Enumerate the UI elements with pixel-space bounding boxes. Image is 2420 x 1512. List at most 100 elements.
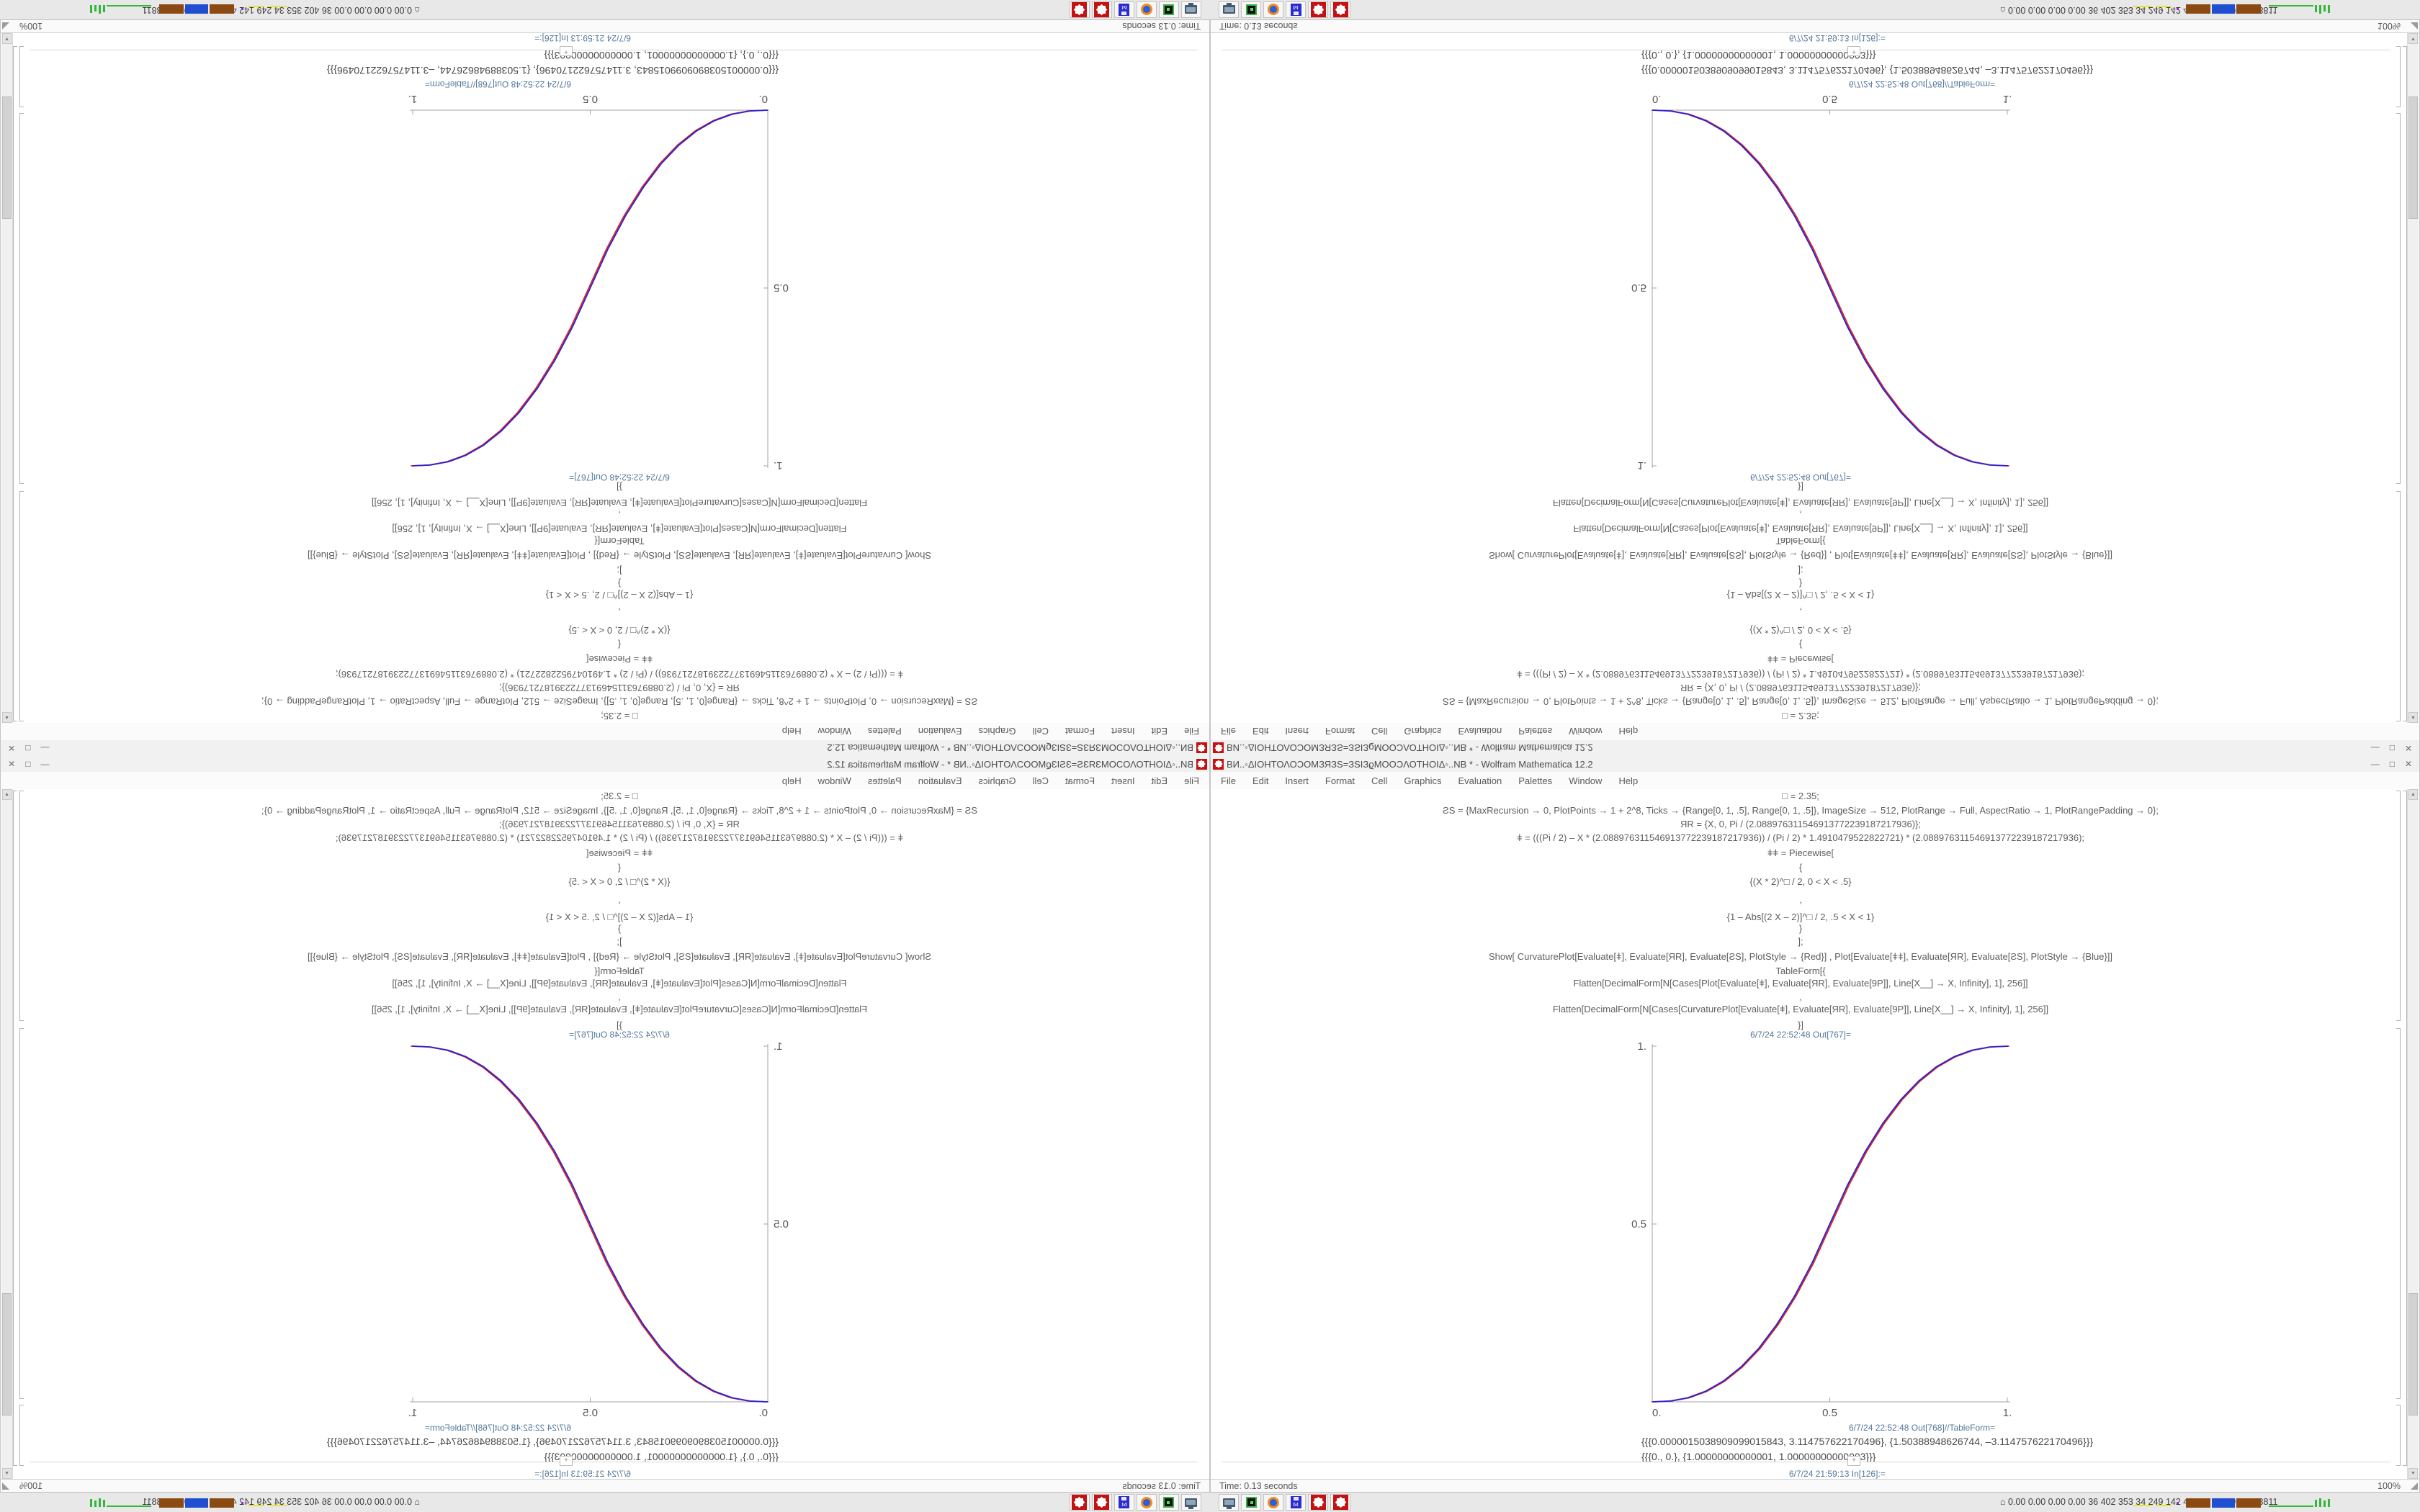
code-line[interactable]: ]; [617, 565, 622, 576]
menu-format[interactable]: Format [1325, 775, 1355, 786]
menu-evaluation[interactable]: Evaluation [1458, 726, 1502, 737]
cell-bracket-group[interactable] [13, 46, 17, 721]
menu-evaluation[interactable]: Evaluation [1458, 775, 1502, 786]
code-line[interactable]: {1 – Abs[(2 X – 2)]^□ / 2, .5 < X < 1} [545, 590, 694, 600]
code-line[interactable]: □ = 2.35; [1782, 791, 1819, 801]
code-line[interactable]: Flatten[DecimalForm[N[Cases[Plot[Evaluat… [392, 523, 847, 534]
code-line[interactable]: } [617, 578, 622, 589]
code-line[interactable]: □ = 2.35; [1782, 711, 1819, 721]
code-line[interactable]: ЯR = {X, 0, Pi / (2.08897631154691377223… [498, 683, 740, 693]
taskbar-item-terminal[interactable] [1241, 1494, 1261, 1511]
menu-palettes[interactable]: Palettes [1518, 775, 1553, 786]
taskbar-item-mathematica[interactable] [1330, 1, 1350, 18]
menu-file[interactable]: File [1221, 775, 1236, 786]
window-titlebar[interactable]: ВИ..◦ΔΙΟΗΤΟΛΟƆΟΜЗЯЗS=ЗSΙЗϱΜΟΟƆΛΟΤΗΟΙΔ◦..… [1211, 756, 2419, 773]
menu-insert[interactable]: Insert [1285, 775, 1309, 786]
menu-edit[interactable]: Edit [1252, 726, 1269, 737]
code-line[interactable]: Flatten[DecimalForm[N[Cases[CurvaturePlo… [371, 498, 868, 508]
cell-bracket-group[interactable] [2403, 791, 2407, 1466]
code-line[interactable]: ƧS = {MaxRecursion → 0, PlotPoints → 1 +… [261, 696, 977, 707]
menu-help[interactable]: Help [781, 775, 802, 786]
minimize-button[interactable]: — [40, 743, 50, 753]
scroll-up-button[interactable]: ▲ [2408, 712, 2418, 723]
vertical-scrollbar[interactable]: ▲ ▼ [2407, 789, 2419, 1479]
code-line[interactable]: Show[ CurvaturePlot[Evaluate[ǂ], Evaluat… [307, 550, 932, 561]
code-line[interactable]: ЯR = {X, 0, Pi / (2.08897631154691377223… [1680, 819, 1922, 829]
code-line[interactable]: ǂ = (((Pi / 2) – X * (2.0889763115469137… [335, 669, 904, 680]
cell-bracket-input[interactable] [2396, 791, 2401, 1021]
code-line[interactable]: Flatten[DecimalForm[N[Cases[Plot[Evaluat… [1573, 978, 2028, 989]
cell-bracket-input[interactable] [19, 791, 24, 1021]
taskbar-item-display[interactable] [1181, 1, 1201, 18]
code-line[interactable]: {1 – Abs[(2 X – 2)]^□ / 2, .5 < X < 1} [1726, 912, 1875, 922]
taskbar-item-mathematica[interactable] [1330, 1494, 1350, 1511]
menu-window[interactable]: Window [817, 726, 851, 737]
menu-edit[interactable]: Edit [1151, 726, 1168, 737]
menu-graphics[interactable]: Graphics [978, 726, 1016, 737]
close-button[interactable]: ✕ [8, 759, 16, 769]
notebook-content[interactable]: □ = 2.35; ƧS = {MaxRecursion → 0, PlotPo… [1, 33, 1209, 723]
menu-file[interactable]: File [1184, 726, 1199, 737]
scrollbar-thumb[interactable] [2408, 96, 2418, 219]
code-line[interactable]: , [1799, 510, 1802, 521]
cell-insert-plus[interactable]: + [560, 1456, 573, 1466]
taskbar-item-terminal[interactable] [1241, 1, 1261, 18]
code-line[interactable]: ǂǂ = Piecewise[ [586, 654, 653, 665]
menu-window[interactable]: Window [1569, 726, 1603, 737]
code-line[interactable]: ǂ = (((Pi / 2) – X * (2.0889763115469137… [1516, 832, 2085, 843]
code-line[interactable]: }] [617, 1020, 622, 1030]
code-line[interactable]: }] [617, 482, 622, 492]
code-line[interactable]: {(X * 2)^□ / 2, 0 < X < .5} [1749, 625, 1852, 636]
code-line[interactable]: Flatten[DecimalForm[N[Cases[Plot[Evaluat… [392, 978, 847, 989]
code-line[interactable]: ǂ = (((Pi / 2) – X * (2.0889763115469137… [335, 832, 904, 843]
taskbar-item-mathematica[interactable] [1092, 1, 1112, 18]
cell-insert-plus[interactable]: + [1847, 1456, 1860, 1466]
maximize-button[interactable]: □ [25, 743, 31, 753]
taskbar-item-mathematica[interactable] [1308, 1, 1328, 18]
code-line[interactable]: , [1799, 991, 1802, 1002]
taskbar-item-floppy[interactable]: 64 [1286, 1494, 1306, 1511]
resize-grip-icon[interactable] [2411, 1482, 2418, 1490]
code-line[interactable]: ЯR = {X, 0, Pi / (2.08897631154691377223… [498, 819, 740, 829]
cell-bracket-table[interactable] [19, 46, 24, 107]
menu-insert[interactable]: Insert [1111, 775, 1135, 786]
window-titlebar[interactable]: ВИ..◦ΔΙΟΗΤΟΛΟƆΟΜЗЯЗS=ЗSΙЗϱΜΟΟƆΛΟΤΗΟΙΔ◦..… [1, 756, 1209, 773]
code-line[interactable]: ]; [1798, 936, 1803, 947]
close-button[interactable]: ✕ [2404, 759, 2412, 769]
scroll-down-button[interactable]: ▼ [2408, 1468, 2418, 1479]
notebook-content[interactable]: □ = 2.35; ƧS = {MaxRecursion → 0, PlotPo… [1211, 33, 2419, 723]
menu-palettes[interactable]: Palettes [867, 726, 902, 737]
resize-grip-icon[interactable] [2, 1482, 9, 1490]
menu-file[interactable]: File [1184, 775, 1199, 786]
code-line[interactable]: ЯR = {X, 0, Pi / (2.08897631154691377223… [1680, 683, 1922, 693]
code-line[interactable]: TableForm[{ [594, 966, 645, 976]
taskbar-item-mathematica[interactable] [1070, 1494, 1090, 1511]
taskbar-item-firefox[interactable] [1137, 1, 1157, 18]
code-line[interactable]: TableForm[{ [594, 536, 645, 546]
code-line[interactable]: }] [1798, 482, 1803, 492]
code-line[interactable]: ǂǂ = Piecewise[ [1767, 654, 1834, 665]
menu-file[interactable]: File [1221, 726, 1236, 737]
cell-bracket-input[interactable] [19, 491, 24, 721]
menu-evaluation[interactable]: Evaluation [918, 775, 962, 786]
code-line[interactable]: , [1799, 894, 1802, 905]
code-line[interactable]: Show[ CurvaturePlot[Evaluate[ǂ], Evaluat… [1488, 951, 2113, 962]
menu-cell[interactable]: Cell [1371, 775, 1388, 786]
code-line[interactable]: {(X * 2)^□ / 2, 0 < X < .5} [568, 625, 671, 636]
menu-format[interactable]: Format [1065, 775, 1095, 786]
code-line[interactable]: Show[ CurvaturePlot[Evaluate[ǂ], Evaluat… [1488, 550, 2113, 561]
taskbar-item-firefox[interactable] [1263, 1494, 1283, 1511]
menu-help[interactable]: Help [781, 726, 802, 737]
code-line[interactable]: , [618, 991, 621, 1002]
code-line[interactable]: } [1798, 923, 1803, 934]
code-line[interactable]: { [617, 862, 622, 873]
code-line[interactable]: , [618, 894, 621, 905]
menu-edit[interactable]: Edit [1252, 775, 1269, 786]
cell-bracket-output[interactable] [19, 113, 24, 484]
cell-bracket-table[interactable] [2396, 46, 2401, 107]
close-button[interactable]: ✕ [2404, 743, 2412, 753]
scroll-up-button[interactable]: ▲ [2, 712, 12, 723]
resize-grip-icon[interactable] [2, 22, 9, 30]
cell-insert-plus[interactable]: + [560, 46, 573, 56]
menu-edit[interactable]: Edit [1151, 775, 1168, 786]
